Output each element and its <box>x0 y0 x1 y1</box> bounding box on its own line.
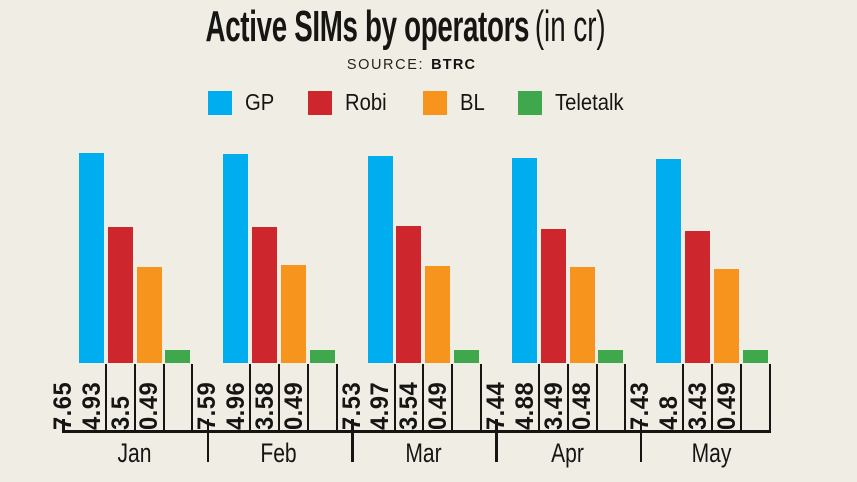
value-divider <box>422 364 425 433</box>
source-label: SOURCE: <box>346 57 425 73</box>
bar-bl-apr <box>569 267 595 363</box>
value-divider <box>133 364 136 433</box>
legend-label-robi: Robi <box>345 89 388 115</box>
legend-label-teletalk: Teletalk <box>554 89 624 115</box>
bar-robi-apr <box>540 228 566 363</box>
month-label-apr: Apr <box>550 438 584 468</box>
value-label-teletalk-feb: 0.49 <box>279 381 308 430</box>
bar-gp-may <box>656 158 682 363</box>
value-divider <box>306 364 309 433</box>
value-label-teletalk-apr: 0.48 <box>568 381 597 430</box>
value-label-robi-feb: 4.96 <box>222 381 251 430</box>
bar-teletalk-mar <box>454 349 479 363</box>
bar-robi-jan <box>107 227 133 363</box>
source-value: BTRC <box>431 57 477 73</box>
value-label-robi-may: 4.8 <box>655 395 683 430</box>
month-separator <box>206 419 210 462</box>
value-divider <box>278 364 281 433</box>
month-separator <box>639 419 643 462</box>
legend-swatch-robi <box>308 90 333 115</box>
bar-gp-mar <box>367 155 393 363</box>
value-divider <box>249 364 252 433</box>
value-divider <box>682 364 685 433</box>
value-label-bl-mar: 3.54 <box>395 381 424 430</box>
value-label-teletalk-jan: 0.49 <box>135 381 164 430</box>
value-divider <box>191 364 194 433</box>
bar-robi-feb <box>252 226 278 363</box>
month-label-jan: Jan <box>117 438 152 468</box>
value-divider <box>624 364 627 433</box>
bar-bl-mar <box>425 265 451 363</box>
legend-label-bl: BL <box>459 89 485 115</box>
value-label-bl-jan: 3.5 <box>106 395 135 430</box>
value-divider <box>768 364 771 433</box>
chart-title-main: Active SIMs by operators <box>205 2 530 51</box>
month-label-feb: Feb <box>260 438 297 468</box>
bar-teletalk-may <box>742 349 768 363</box>
bar-teletalk-apr <box>598 349 624 363</box>
value-label-bl-may: 3.43 <box>683 381 712 430</box>
legend-swatch-bl <box>422 90 447 115</box>
bar-teletalk-feb <box>309 349 335 363</box>
x-axis-line <box>62 430 771 433</box>
bar-bl-feb <box>280 264 306 363</box>
value-divider <box>162 364 165 433</box>
value-label-bl-feb: 3.58 <box>250 381 279 430</box>
bar-bl-jan <box>136 266 162 363</box>
legend-label-gp: GP <box>245 89 275 115</box>
legend-item-teletalk: Teletalk <box>517 89 633 116</box>
legend-swatch-gp <box>208 90 233 115</box>
legend-item-gp: GP <box>208 89 278 116</box>
bar-robi-may <box>685 231 710 363</box>
legend-item-robi: Robi <box>308 89 392 116</box>
value-label-teletalk-may: 0.49 <box>712 381 741 430</box>
month-separator <box>351 419 354 462</box>
value-divider <box>711 364 713 433</box>
chart-title-text: Active SIMs by operators (in cr) <box>205 1 605 53</box>
month-label-mar: Mar <box>404 438 442 468</box>
value-divider <box>105 364 107 433</box>
bar-robi-mar <box>396 226 422 363</box>
chart-title-suffix: (in cr) <box>534 2 606 51</box>
value-label-teletalk-mar: 0.49 <box>424 381 452 430</box>
value-label-bl-apr: 3.49 <box>539 381 568 430</box>
value-divider <box>739 364 742 433</box>
month-separator <box>495 419 498 462</box>
value-label-robi-apr: 4.88 <box>510 381 539 430</box>
value-divider <box>335 364 338 433</box>
value-divider <box>480 364 482 433</box>
chart-title: Active SIMs by operators (in cr) <box>0 1 834 53</box>
bar-gp-feb <box>223 154 249 363</box>
legend: GP Robi BL Teletalk <box>0 89 849 116</box>
axis-left-tick <box>62 419 65 433</box>
month-label-may: May <box>691 438 732 468</box>
bar-teletalk-jan <box>165 349 191 363</box>
legend-swatch-teletalk <box>517 90 542 115</box>
value-label-robi-jan: 4.93 <box>77 381 106 430</box>
value-divider <box>451 364 454 433</box>
bar-gp-jan <box>79 152 104 363</box>
legend-item-bl: BL <box>422 89 488 116</box>
value-divider <box>393 364 396 433</box>
source-line: SOURCE: BTRC <box>0 57 840 73</box>
value-divider <box>595 364 598 433</box>
bar-gp-apr <box>511 158 537 363</box>
bar-bl-may <box>713 268 739 363</box>
value-divider <box>566 364 569 433</box>
value-divider <box>537 364 540 433</box>
value-label-robi-mar: 4.97 <box>366 381 395 430</box>
